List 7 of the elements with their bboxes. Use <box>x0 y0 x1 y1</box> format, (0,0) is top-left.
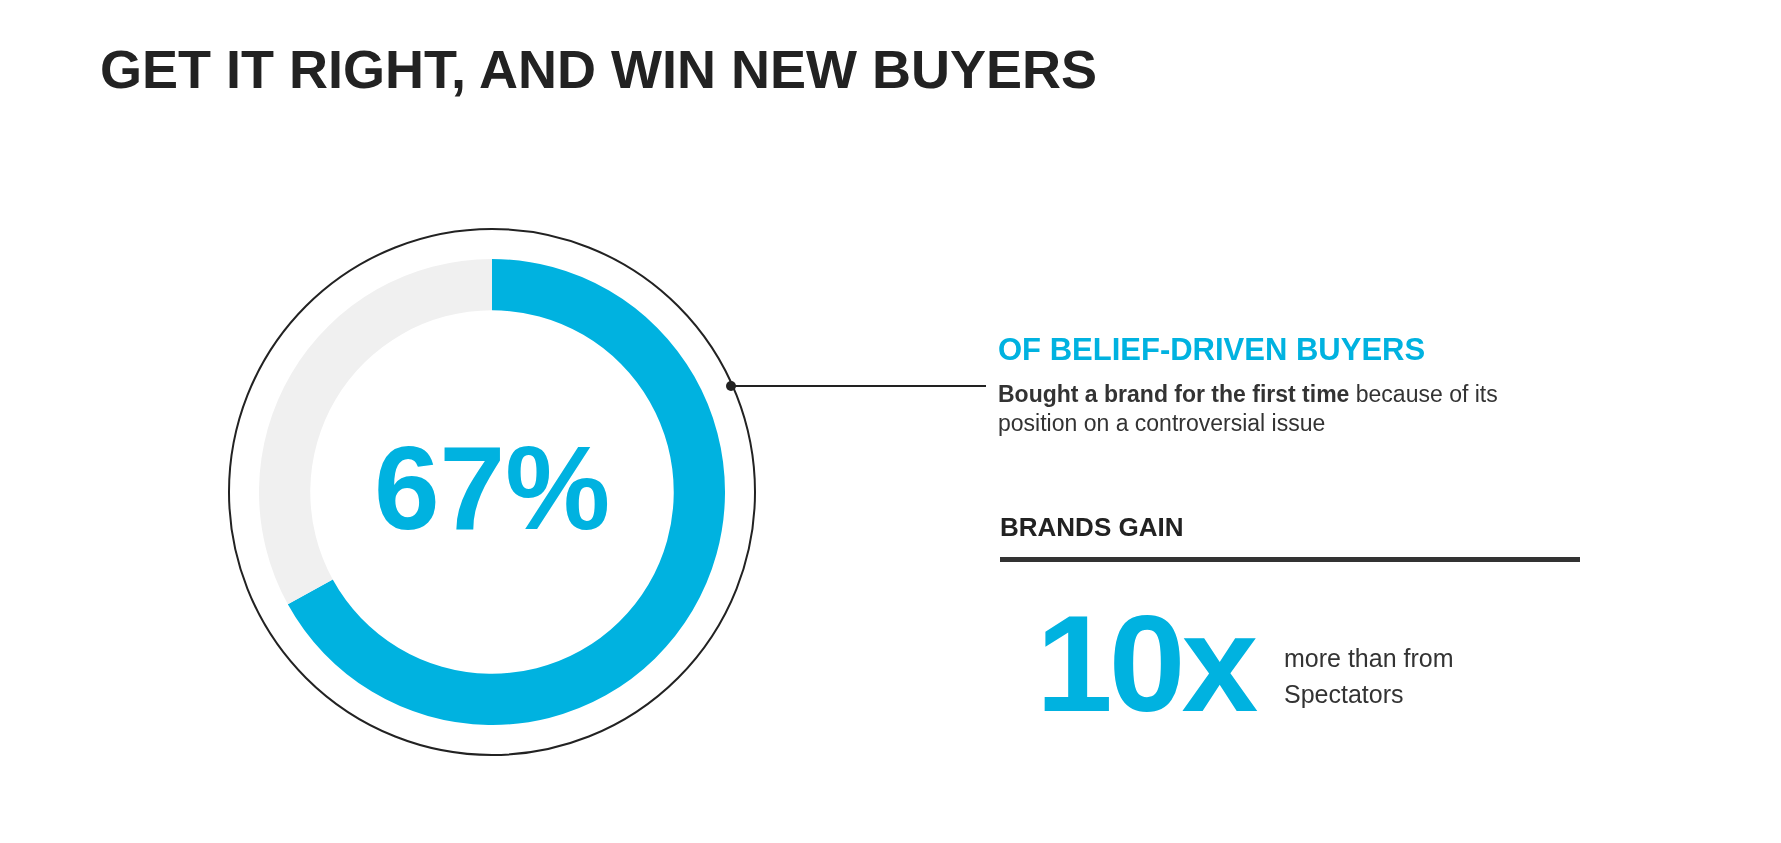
data-label: 67% <box>373 421 611 554</box>
chart-title: GET IT RIGHT, AND WIN NEW BUYERS <box>100 38 1097 100</box>
text: OF BELIEF-DRIVEN BUYERS <box>998 332 1426 368</box>
text: more than from Spectators <box>1284 643 1455 710</box>
text: Bought a brand for the first time <box>998 381 1350 407</box>
text: BRANDS GAIN <box>1000 512 1184 543</box>
text: 10x <box>1036 586 1255 740</box>
